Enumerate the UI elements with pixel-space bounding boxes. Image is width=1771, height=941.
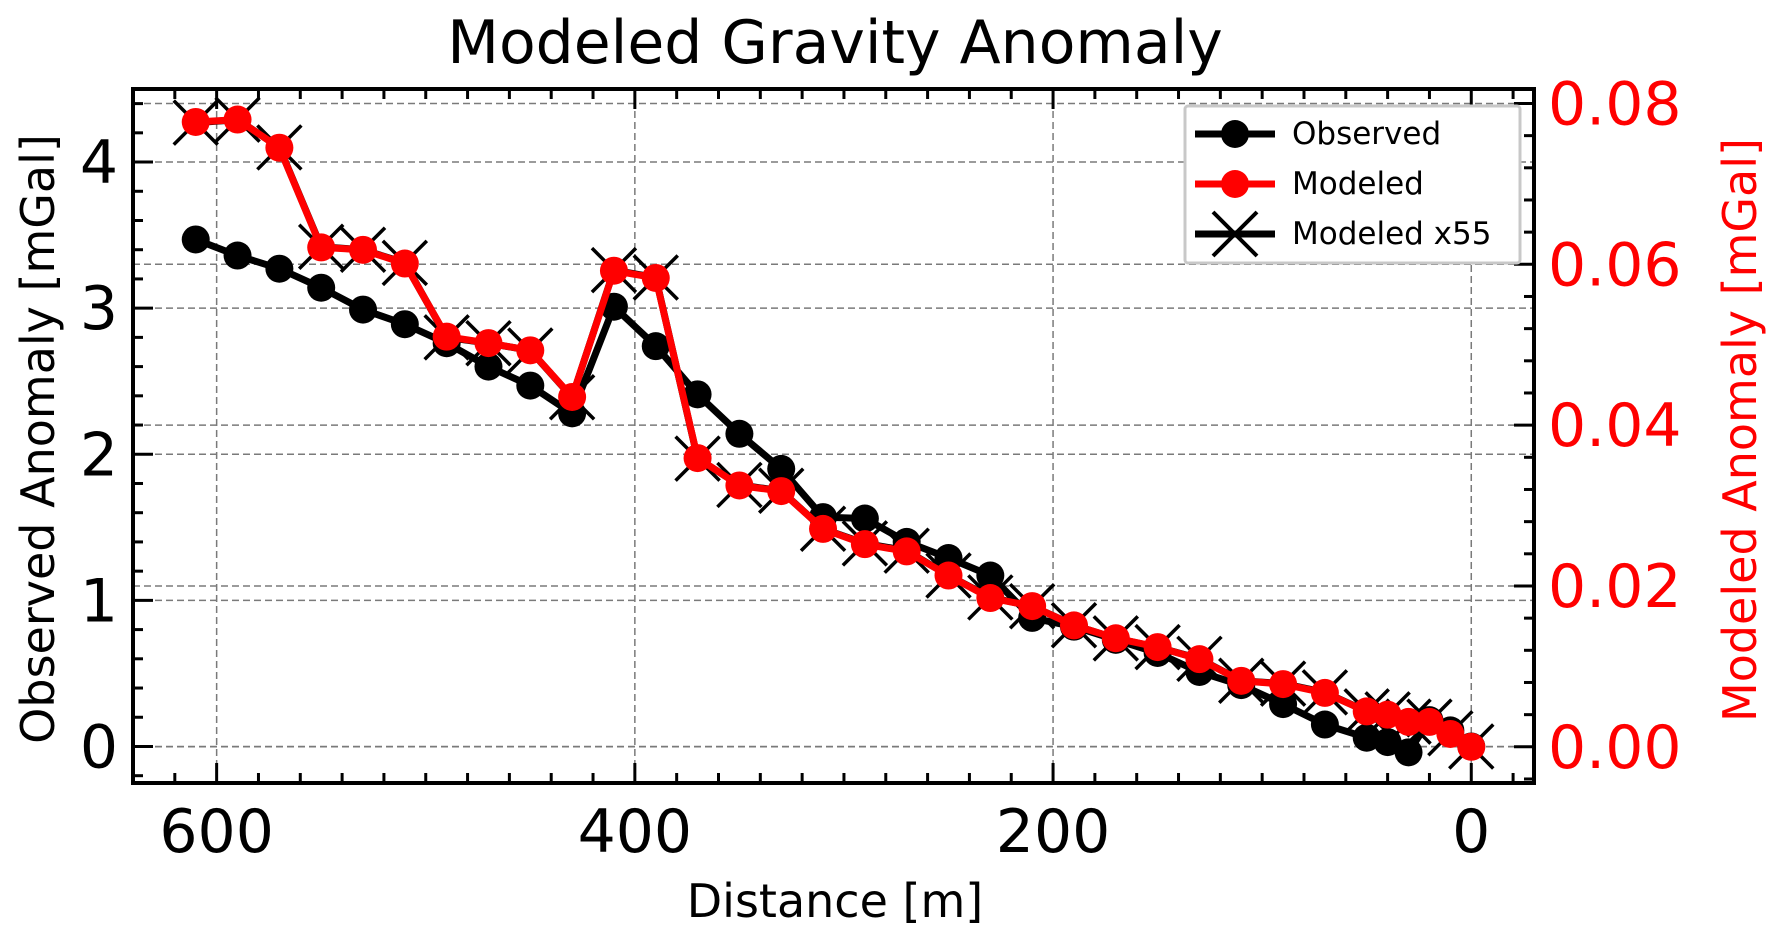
data-point-modeled xyxy=(809,514,838,543)
data-point-observed xyxy=(1373,728,1402,757)
legend-label-modeled-x55: Modeled x55 xyxy=(1292,216,1491,252)
data-point-observed xyxy=(181,225,210,254)
plot-frame xyxy=(131,87,1536,785)
data-point-observed xyxy=(307,273,336,302)
data-point-modeled xyxy=(1457,732,1486,761)
data-point-modeled xyxy=(265,133,294,162)
data-point-observed xyxy=(683,380,712,409)
axes xyxy=(131,87,1536,785)
tick-labels: 600 400 200 0 0 1 2 3 4 0.00 0.02 0.04 0.06 0.08 xyxy=(80,69,1682,867)
data-point-observed xyxy=(725,419,754,448)
y2-axis-label: Modeled Anomaly [mGal] xyxy=(1713,138,1767,722)
data-point-modeled xyxy=(349,235,378,264)
data-point-modeled xyxy=(1227,666,1256,695)
data-point-modeled xyxy=(850,530,879,559)
data-point-modeled xyxy=(307,233,336,262)
data-point-modeled xyxy=(1101,624,1130,653)
x-axis-label: Distance [m] xyxy=(687,874,983,928)
data-point-modeled xyxy=(934,561,963,590)
data-point-modeled xyxy=(725,471,754,500)
legend-marker-modeled xyxy=(1221,170,1249,198)
data-point-modeled xyxy=(767,477,796,506)
data-point-observed xyxy=(516,371,545,400)
data-point-observed xyxy=(390,310,419,339)
x-tick-label: 600 xyxy=(159,797,274,867)
data-point-observed xyxy=(1310,710,1339,739)
y-tick-label: 1 xyxy=(80,566,118,636)
y-tick-label: 0 xyxy=(80,712,118,782)
series-line-observed xyxy=(194,236,1474,756)
legend-entry-observed: Observed xyxy=(1195,116,1441,152)
data-point-modeled xyxy=(892,537,921,566)
data-point-modeled xyxy=(1269,670,1298,699)
y2-tick-label: 0.00 xyxy=(1548,713,1682,783)
legend-box xyxy=(1183,104,1522,265)
data-point-modeled xyxy=(558,382,587,411)
data-point-modeled xyxy=(641,263,670,292)
data-point-modeled xyxy=(1436,719,1465,748)
chart-title: Modeled Gravity Anomaly xyxy=(447,8,1223,78)
data-point-modeled xyxy=(1352,697,1381,726)
y2-tick-label: 0.06 xyxy=(1548,230,1682,300)
series-line-modeled xyxy=(195,116,1474,750)
data-point-observed xyxy=(349,295,378,324)
data-point-modeled xyxy=(1310,678,1339,707)
y-tick-label: 3 xyxy=(80,274,118,344)
x-tick-label: 200 xyxy=(996,797,1111,867)
data-point-modeled xyxy=(599,256,628,285)
series-layer xyxy=(172,96,1495,770)
y2-tick-label: 0.04 xyxy=(1548,391,1682,461)
data-point-modeled xyxy=(1143,633,1172,662)
legend-marker-modeled-x55 xyxy=(1211,210,1259,258)
y-axis-label: Observed Anomaly [mGal] xyxy=(11,134,65,744)
data-point-observed xyxy=(641,332,670,361)
data-point-modeled xyxy=(1185,645,1214,674)
y-tick-label: 2 xyxy=(80,420,118,490)
data-point-observed xyxy=(265,254,294,283)
legend-entry-modeled-x55: Modeled x55 xyxy=(1195,210,1491,258)
legend-entry-modeled: Modeled xyxy=(1195,166,1424,202)
y2-tick-label: 0.08 xyxy=(1548,69,1682,139)
data-point-observed xyxy=(1394,738,1423,767)
data-point-observed xyxy=(1269,690,1298,719)
data-point-observed xyxy=(223,241,252,270)
data-point-modeled xyxy=(1018,592,1047,621)
data-point-modeled xyxy=(1394,707,1423,736)
data-point-modeled xyxy=(976,584,1005,613)
data-point-modeled xyxy=(181,107,210,136)
data-point-modeled xyxy=(683,444,712,473)
data-point-modeled xyxy=(516,336,545,365)
data-point-modeled xyxy=(390,249,419,278)
data-point-observed xyxy=(850,504,879,533)
x-tick-label: 400 xyxy=(578,797,693,867)
legend-marker-observed xyxy=(1221,120,1249,148)
data-point-observed xyxy=(976,561,1005,590)
data-point-modeled xyxy=(432,322,461,351)
data-point-modeled xyxy=(223,105,252,134)
data-point-observed xyxy=(1352,723,1381,752)
data-point-observed xyxy=(474,352,503,381)
y-tick-label: 4 xyxy=(80,128,118,198)
legend-label-modeled: Modeled xyxy=(1292,166,1424,202)
data-point-modeled xyxy=(474,329,503,358)
legend-label-observed: Observed xyxy=(1292,116,1441,152)
x-tick-label: 0 xyxy=(1452,797,1490,867)
legend: Observed Modeled Modeled x55 xyxy=(1183,104,1522,265)
data-point-modeled xyxy=(1059,611,1088,640)
data-point-modeled xyxy=(1415,707,1444,736)
data-point-observed xyxy=(767,454,796,483)
y2-tick-label: 0.02 xyxy=(1548,552,1682,622)
